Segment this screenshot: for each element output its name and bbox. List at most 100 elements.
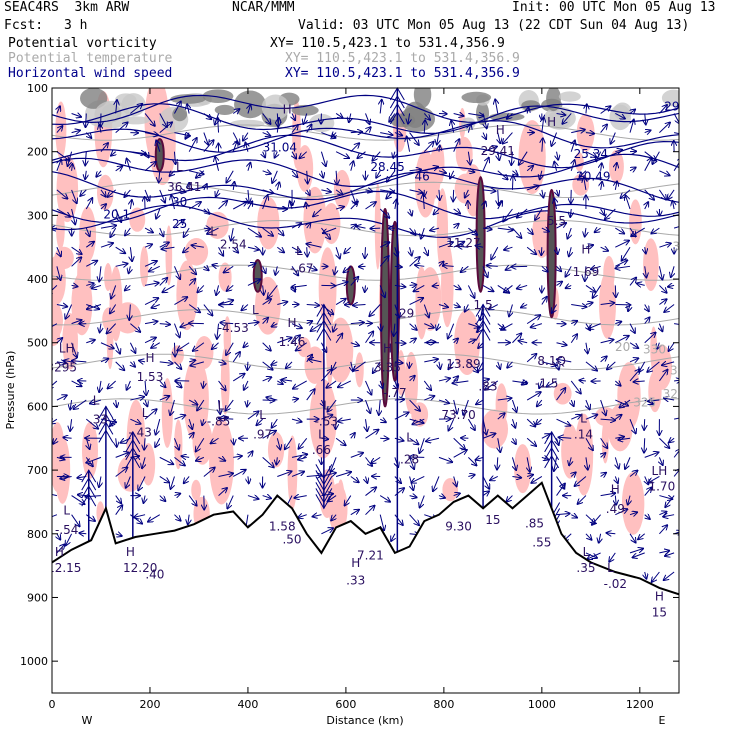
- wind-vector: [674, 323, 679, 325]
- wind-vector: [203, 132, 208, 145]
- wind-vector: [80, 189, 87, 196]
- wind-vector: [56, 544, 65, 554]
- wind-vector: [212, 342, 219, 349]
- wind-vector: [64, 361, 72, 362]
- wind-vector: [52, 419, 58, 423]
- wind-vector: [115, 166, 123, 171]
- valid-time: Valid: 03 UTC Mon 05 Aug 13 (22 CDT Sun …: [298, 18, 690, 33]
- wind-vector: [629, 471, 637, 477]
- wind-vector: [174, 380, 181, 387]
- wind-vector: [144, 261, 157, 267]
- wind-vector: [659, 299, 666, 305]
- wind-vector: [426, 438, 440, 441]
- pv-extremum-label: L: [323, 399, 330, 413]
- wind-column-head: [389, 103, 405, 117]
- wind-vector: [71, 113, 82, 116]
- wind-vector: [248, 451, 253, 458]
- isotach-line: [52, 204, 679, 239]
- wind-vector: [615, 476, 617, 483]
- wind-vector: [570, 380, 581, 394]
- wind-vector: [218, 457, 226, 460]
- pv-extremum-label: -.85: [207, 415, 230, 429]
- wind-column-head: [316, 319, 332, 333]
- wind-vector: [276, 457, 277, 464]
- wind-vector: [188, 202, 201, 210]
- wind-vector: [659, 437, 669, 448]
- wind-vector: [159, 122, 172, 133]
- pv-high-patch: [661, 89, 679, 107]
- wind-vector: [110, 418, 117, 426]
- wind-vector: [188, 304, 200, 313]
- wind-vector: [233, 202, 246, 210]
- wind-vector: [85, 496, 102, 497]
- wind-vector: [233, 141, 237, 152]
- wind-vector: [468, 113, 483, 116]
- wind-vector: [571, 515, 577, 518]
- wind-column-head: [475, 327, 491, 341]
- forecast-hours: 3 h: [64, 18, 88, 33]
- wind-vector: [134, 515, 146, 518]
- pv-extremum-label: LH: [59, 341, 75, 355]
- wind-vector: [629, 418, 636, 433]
- wind-vector: [379, 285, 385, 297]
- wind-vector: [674, 132, 679, 135]
- wind-vector: [570, 334, 577, 344]
- wind-vector: [424, 167, 438, 172]
- wind-vector: [247, 361, 248, 370]
- wind-vector: [585, 228, 586, 236]
- wind-vector: [245, 143, 248, 152]
- wind-vector: [57, 247, 61, 256]
- pv-extremum-label: L: [176, 160, 183, 174]
- wind-vector: [512, 457, 516, 470]
- wind-vector: [247, 322, 259, 323]
- wind-vector: [585, 133, 594, 134]
- wind-vector: [338, 380, 352, 387]
- wind-vector: [188, 400, 197, 405]
- wind-vector: [63, 437, 72, 438]
- wind-vector: [585, 245, 593, 247]
- wind-vector: [331, 457, 337, 471]
- wind-vector: [56, 208, 70, 217]
- pv-extremum-label: -.54: [55, 523, 78, 537]
- wind-column-head: [544, 454, 560, 469]
- pv-extremum-label: L: [218, 399, 225, 413]
- wind-vector: [72, 361, 87, 362]
- pv-extremum-label: 15: [485, 513, 500, 527]
- wind-vector: [183, 246, 190, 252]
- wind-vector: [184, 227, 190, 237]
- pv-shade-patch: [104, 263, 112, 292]
- wind-vector: [467, 361, 478, 372]
- wind-vector: [571, 472, 575, 476]
- wind-vector: [144, 438, 145, 449]
- y-axis-title: Pressure (hPa): [4, 351, 17, 430]
- wind-vector: [292, 285, 295, 291]
- isotach-label: 25.34: [574, 147, 608, 161]
- wind-vector: [57, 106, 60, 114]
- pv-shade-patch: [54, 436, 71, 504]
- wind-vector: [248, 105, 251, 114]
- wind-vector: [540, 170, 542, 180]
- wind-vector: [177, 342, 190, 351]
- wind-vector: [313, 208, 322, 216]
- wind-vector: [659, 285, 666, 292]
- wind-vector: [394, 362, 403, 363]
- wind-vector: [569, 247, 571, 256]
- pv-high-patch: [114, 93, 137, 107]
- wind-column-head: [125, 438, 141, 453]
- wind-vector: [242, 304, 249, 311]
- wind-vector: [620, 399, 631, 407]
- wind-vector: [644, 151, 656, 161]
- wind-vector: [519, 341, 528, 343]
- wind-vector: [483, 202, 486, 210]
- wind-vector: [116, 399, 117, 407]
- wind-vector: [393, 151, 395, 158]
- wind-vector: [664, 304, 675, 312]
- wind-vector: [669, 342, 675, 351]
- wind-vector: [188, 265, 196, 274]
- wind-vector: [227, 495, 234, 509]
- wind-vector: [365, 285, 366, 291]
- wind-vector: [350, 476, 359, 482]
- wind-vector: [151, 342, 161, 348]
- wind-vector: [290, 201, 292, 210]
- wind-vector: [115, 495, 122, 504]
